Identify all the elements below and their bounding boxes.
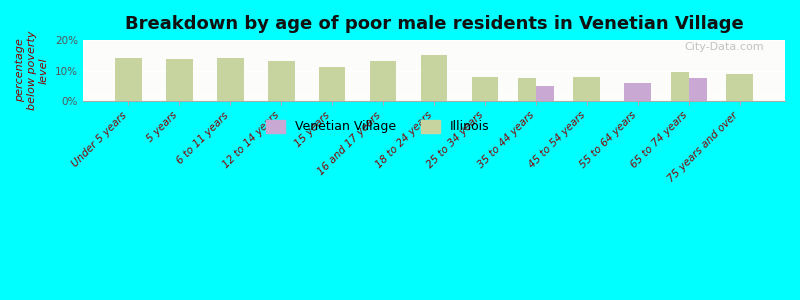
Text: City-Data.com: City-Data.com: [684, 42, 764, 52]
Bar: [574, 76, 600, 101]
Bar: [518, 78, 536, 101]
Bar: [370, 61, 397, 101]
Bar: [536, 86, 554, 101]
Bar: [671, 72, 689, 101]
Bar: [166, 59, 193, 101]
Bar: [318, 67, 346, 101]
Bar: [689, 78, 706, 101]
Bar: [726, 74, 753, 101]
Bar: [471, 76, 498, 101]
Legend: Venetian Village, Illinois: Venetian Village, Illinois: [262, 115, 494, 139]
Bar: [421, 55, 447, 101]
Bar: [115, 58, 142, 101]
Bar: [268, 61, 294, 101]
Bar: [625, 83, 651, 101]
Title: Breakdown by age of poor male residents in Venetian Village: Breakdown by age of poor male residents …: [125, 15, 743, 33]
Bar: [217, 58, 243, 101]
Y-axis label: percentage
below poverty
level: percentage below poverty level: [15, 31, 48, 110]
